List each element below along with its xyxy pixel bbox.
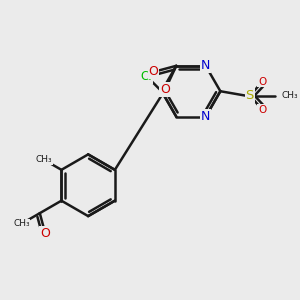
Text: O: O (40, 226, 50, 239)
Text: CH₃: CH₃ (281, 91, 298, 100)
Text: N: N (201, 59, 210, 72)
Text: CH₃: CH₃ (35, 155, 52, 164)
Text: O: O (149, 65, 158, 78)
Text: N: N (201, 110, 210, 123)
Text: O: O (258, 76, 266, 86)
Text: O: O (160, 83, 170, 96)
Text: S: S (246, 89, 254, 102)
Text: CH₃: CH₃ (13, 219, 30, 228)
Text: Cl: Cl (141, 70, 152, 83)
Text: O: O (258, 105, 266, 115)
